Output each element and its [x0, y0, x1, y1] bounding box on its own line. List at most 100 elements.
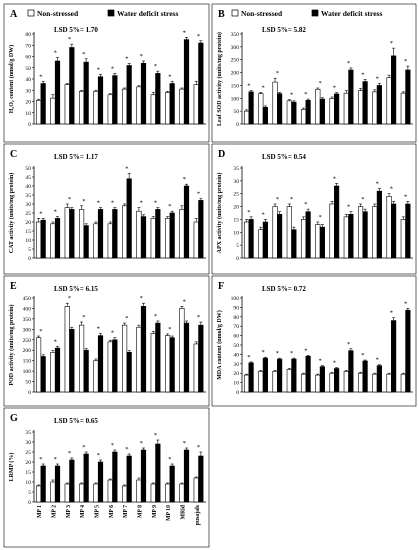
- significance-star: *: [111, 442, 114, 449]
- significance-star: *: [318, 358, 321, 365]
- y-tick-label: 70: [233, 324, 239, 330]
- bar-water-deficit: [97, 209, 104, 259]
- bar-non-stressed: [50, 223, 56, 259]
- legend-label-water-deficit: Water deficit stress: [117, 9, 178, 18]
- y-tick-label: 250: [23, 338, 32, 344]
- significance-star: *: [361, 352, 364, 359]
- bar-water-deficit: [126, 352, 132, 393]
- bar-water-deficit: [348, 213, 354, 259]
- bar-non-stressed: [243, 110, 250, 125]
- significance-star: *: [276, 196, 279, 203]
- bar-water-deficit: [291, 358, 297, 393]
- x-tick-label: MP 1: [37, 505, 43, 518]
- lsd-label: LSD 5%= 6.15: [54, 285, 98, 293]
- lsd-label: LSD 5%= 0.72: [262, 285, 306, 293]
- y-tick-label: 90: [233, 305, 239, 311]
- significance-star: *: [68, 196, 71, 203]
- bar-non-stressed: [50, 97, 56, 125]
- significance-star: *: [404, 300, 407, 307]
- y-tick-label: 5: [236, 243, 239, 249]
- bar-water-deficit: [319, 226, 325, 259]
- y-tick-label: 0: [236, 390, 239, 396]
- bar-non-stressed: [107, 341, 113, 393]
- panel-b: B Non-stressed Water deficit stress LSD 5%=…: [211, 3, 417, 143]
- bar-non-stressed: [286, 206, 292, 259]
- y-tick-label: 15: [233, 217, 239, 223]
- bar-non-stressed: [343, 216, 349, 259]
- y-tick-label: 30: [25, 440, 31, 446]
- bar-water-deficit: [376, 190, 382, 259]
- panel-e: E LSD 5%= 6.15 POD activity (units/mg prot…: [3, 275, 210, 407]
- bar-non-stressed: [343, 92, 349, 125]
- significance-star: *: [318, 214, 321, 221]
- significance-star: *: [183, 29, 186, 36]
- significance-star: *: [361, 72, 364, 79]
- significance-star: *: [68, 295, 71, 302]
- y-axis-label: APX activity (units/mg protein): [216, 173, 223, 254]
- significance-star: *: [82, 51, 85, 58]
- bar-non-stressed: [35, 485, 42, 503]
- bar-non-stressed: [93, 360, 99, 393]
- bar-water-deficit: [97, 76, 104, 125]
- panel-letter: D: [218, 149, 225, 160]
- y-tick-label: 50: [25, 380, 31, 386]
- bar-non-stressed: [286, 100, 292, 125]
- bar-water-deficit: [362, 81, 368, 125]
- y-tick-label: 0: [28, 256, 31, 262]
- bar-non-stressed: [64, 306, 70, 393]
- y-axis-label: CAT activity (units/mg protein): [8, 173, 15, 254]
- significance-star: *: [54, 456, 57, 463]
- x-tick-label: MP 5: [95, 505, 101, 518]
- bar-non-stressed: [272, 81, 278, 125]
- y-tick-label: 450: [23, 296, 32, 302]
- bar-non-stressed: [136, 479, 142, 503]
- y-tick-label: 25: [233, 192, 239, 198]
- lsd-label: LSD 5%= 0.54: [262, 153, 306, 161]
- significance-star: *: [375, 75, 378, 82]
- bar-water-deficit: [405, 309, 411, 393]
- bar-water-deficit: [319, 98, 325, 125]
- panel-a: A Non-stressed Water deficit stress LSD 5%=…: [3, 3, 210, 143]
- significance-star: *: [390, 40, 393, 47]
- bar-water-deficit: [334, 185, 340, 259]
- y-tick-label: 350: [231, 32, 240, 38]
- bar-water-deficit: [140, 306, 147, 393]
- significance-star: *: [290, 196, 293, 203]
- bar-non-stressed: [150, 333, 156, 393]
- y-tick-label: 350: [23, 317, 32, 323]
- significance-star: *: [97, 67, 100, 74]
- significance-star: *: [39, 210, 42, 217]
- bar-water-deficit: [305, 100, 311, 125]
- legend-swatch-non-stressed: [231, 9, 239, 17]
- bar-non-stressed: [164, 483, 171, 503]
- y-axis-label: POD activity (units/mg protein): [8, 304, 15, 385]
- y-tick-label: 10: [25, 480, 31, 486]
- bar-water-deficit: [391, 55, 397, 125]
- bar-non-stressed: [372, 373, 378, 393]
- y-axis-label: H₂O₂ content (nmol/g DW): [8, 45, 15, 113]
- bar-water-deficit: [198, 200, 204, 259]
- bar-non-stressed: [386, 373, 392, 393]
- y-tick-label: 70: [25, 43, 31, 49]
- bar-non-stressed: [93, 223, 99, 259]
- legend-label-non-stressed: Non-stressed: [241, 9, 283, 18]
- significance-star: *: [375, 181, 378, 188]
- lsd-label: LSD 5%= 0.65: [54, 417, 98, 425]
- bar-water-deficit: [126, 455, 132, 503]
- panel-frame: [211, 143, 417, 275]
- legend-swatch-water-deficit: [107, 9, 115, 17]
- y-tick-label: 100: [231, 96, 240, 102]
- bar-water-deficit: [305, 355, 311, 393]
- bar-water-deficit: [248, 362, 254, 393]
- significance-star: *: [290, 350, 293, 357]
- bar-water-deficit: [334, 368, 340, 393]
- legend-swatch-water-deficit: [311, 9, 319, 17]
- bar-non-stressed: [107, 223, 113, 259]
- bar-water-deficit: [277, 93, 283, 125]
- bar-water-deficit: [198, 42, 204, 125]
- significance-star: *: [404, 58, 407, 65]
- significance-star: *: [333, 360, 336, 367]
- bar-non-stressed: [78, 483, 85, 503]
- significance-star: *: [304, 347, 307, 354]
- bar-water-deficit: [198, 324, 204, 393]
